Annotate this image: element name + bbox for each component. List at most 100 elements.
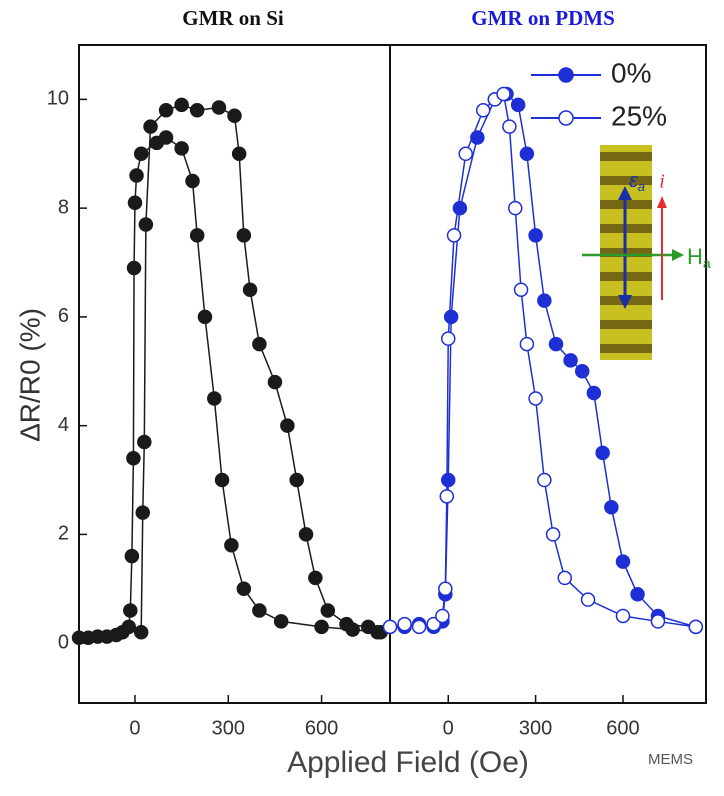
data-point bbox=[298, 527, 314, 542]
data-point bbox=[252, 336, 267, 352]
series-line bbox=[79, 136, 378, 639]
legend-label: 25% bbox=[611, 100, 667, 131]
data-point bbox=[174, 141, 189, 156]
data-point bbox=[126, 260, 142, 276]
data-point bbox=[507, 200, 523, 216]
x-tick-label: 600 bbox=[606, 717, 639, 739]
data-point bbox=[158, 130, 174, 145]
data-point bbox=[382, 619, 398, 635]
data-point bbox=[314, 619, 329, 635]
data-point bbox=[320, 603, 336, 618]
data-point bbox=[545, 527, 561, 542]
data-point bbox=[537, 472, 552, 488]
inset-label: εa bbox=[629, 170, 645, 194]
data-point bbox=[185, 173, 200, 189]
panel: 0 300 600 0% 25% bbox=[382, 57, 704, 739]
inset-stripe bbox=[600, 176, 652, 185]
data-point bbox=[214, 472, 230, 488]
data-point bbox=[121, 619, 137, 635]
inset-label: Ha bbox=[687, 244, 711, 271]
data-point bbox=[630, 586, 645, 602]
data-point bbox=[650, 614, 666, 629]
data-point bbox=[580, 592, 596, 607]
y-tick-label: 10 bbox=[47, 88, 69, 110]
inset-stripe bbox=[600, 152, 652, 161]
data-point bbox=[496, 86, 511, 102]
data-point bbox=[280, 418, 295, 433]
data-point bbox=[502, 119, 517, 134]
data-point bbox=[127, 195, 143, 210]
inset-stripe bbox=[600, 344, 652, 353]
data-point bbox=[133, 625, 149, 640]
data-point bbox=[227, 108, 242, 123]
data-point bbox=[138, 217, 154, 232]
y-tick-label: 0 bbox=[58, 631, 69, 653]
data-point bbox=[604, 499, 619, 515]
data-point bbox=[528, 228, 543, 243]
panel-title: GMR on PDMS bbox=[471, 6, 615, 30]
data-point bbox=[174, 97, 189, 113]
data-point bbox=[586, 385, 602, 401]
data-point bbox=[548, 336, 564, 352]
data-point bbox=[135, 505, 151, 520]
data-point bbox=[452, 200, 468, 216]
inset-label: i bbox=[659, 171, 665, 193]
data-point bbox=[519, 146, 535, 162]
data-point bbox=[211, 100, 227, 115]
data-point bbox=[207, 391, 222, 406]
data-point bbox=[557, 570, 572, 586]
x-tick-label: 600 bbox=[305, 717, 338, 739]
data-point bbox=[137, 434, 152, 450]
data-point bbox=[439, 489, 455, 504]
data-point bbox=[189, 228, 205, 243]
data-point bbox=[133, 146, 149, 162]
data-point bbox=[440, 472, 456, 488]
data-point bbox=[273, 614, 289, 629]
data-point bbox=[510, 97, 526, 113]
data-point bbox=[124, 548, 140, 564]
x-axis-label: Applied Field (Oe) bbox=[287, 746, 529, 779]
inset-arrowhead bbox=[672, 249, 684, 261]
data-point bbox=[252, 603, 267, 618]
y-tick-label: 2 bbox=[58, 523, 69, 545]
inset-label: a bbox=[703, 255, 711, 271]
panel-title: GMR on Si bbox=[182, 6, 284, 30]
y-tick-label: 4 bbox=[58, 414, 69, 436]
data-point bbox=[158, 103, 174, 118]
data-point bbox=[308, 570, 323, 586]
data-point bbox=[426, 616, 441, 632]
inset-label: ε bbox=[629, 170, 639, 192]
data-point bbox=[129, 168, 144, 183]
data-point bbox=[615, 554, 631, 569]
y-axis-label: ΔR/R0 (%) bbox=[14, 308, 45, 442]
data-point bbox=[595, 445, 610, 461]
data-point bbox=[236, 581, 252, 597]
legend-marker bbox=[558, 67, 574, 83]
data-point bbox=[440, 331, 456, 346]
data-point bbox=[446, 228, 462, 243]
data-point bbox=[339, 616, 354, 632]
inset-arrowhead bbox=[618, 186, 632, 200]
data-point bbox=[189, 103, 205, 118]
data-point bbox=[574, 364, 590, 379]
data-point bbox=[435, 608, 450, 624]
data-point bbox=[443, 309, 459, 325]
data-point bbox=[615, 608, 631, 624]
watermark: MEMS bbox=[648, 751, 693, 768]
x-tick-label: 300 bbox=[212, 717, 245, 739]
data-point bbox=[411, 619, 427, 635]
data-point bbox=[224, 538, 239, 553]
data-point bbox=[242, 282, 258, 297]
data-point bbox=[143, 119, 158, 134]
inset-arrowhead bbox=[618, 295, 632, 309]
data-point bbox=[197, 309, 213, 325]
data-point bbox=[537, 293, 552, 308]
data-point bbox=[563, 353, 578, 368]
y-tick-label: 6 bbox=[58, 305, 69, 327]
legend-label: 0% bbox=[611, 57, 651, 88]
inset-label: H bbox=[687, 244, 703, 269]
inset-stripe bbox=[600, 320, 652, 329]
data-point bbox=[519, 336, 535, 352]
inset-label: a bbox=[638, 179, 645, 194]
